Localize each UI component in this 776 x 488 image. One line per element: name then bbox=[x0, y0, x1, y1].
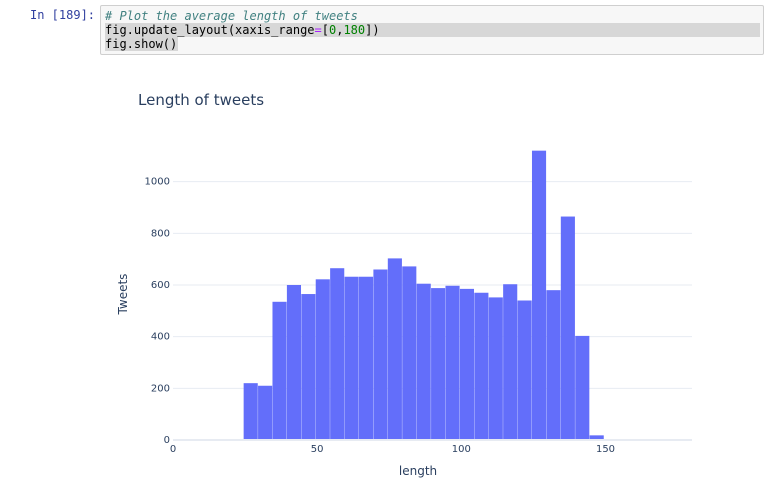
histogram-bar[interactable] bbox=[330, 268, 345, 440]
histogram-bar[interactable] bbox=[459, 288, 475, 440]
histogram-bar[interactable] bbox=[488, 297, 503, 440]
histogram-chart[interactable]: Length of tweets 0 200 400 600 800 1000 0 50 10… bbox=[100, 80, 720, 485]
code-line-update-layout: fig.update_layout(xaxis_range=[0,180]) bbox=[105, 23, 760, 37]
x-axis-title: length bbox=[399, 464, 437, 478]
code-line-show: fig.show() bbox=[105, 37, 179, 51]
code-comment-line: # Plot the average length of tweets bbox=[105, 9, 358, 23]
y-tick-label: 1000 bbox=[145, 177, 170, 188]
histogram-bar[interactable] bbox=[445, 285, 460, 440]
chart-title: Length of tweets bbox=[138, 91, 264, 109]
code-comma: , bbox=[336, 23, 344, 37]
histogram-bar[interactable] bbox=[402, 266, 417, 440]
y-tick-labels: 0 200 400 600 800 1000 bbox=[145, 177, 170, 446]
y-tick-label: 200 bbox=[151, 383, 170, 394]
code-bracket-close: ]) bbox=[365, 23, 380, 37]
histogram-bar[interactable] bbox=[474, 292, 489, 440]
y-tick-label: 0 bbox=[164, 435, 170, 446]
code-number-min: 0 bbox=[328, 23, 337, 37]
histogram-bar[interactable] bbox=[258, 385, 273, 440]
x-tick-label: 100 bbox=[452, 444, 471, 455]
histogram-bar[interactable] bbox=[416, 283, 431, 440]
histogram-bar[interactable] bbox=[373, 269, 388, 441]
code-operator: = bbox=[314, 23, 322, 37]
histogram-bar[interactable] bbox=[344, 276, 359, 440]
histogram-bar[interactable] bbox=[531, 150, 547, 440]
histogram-bar[interactable] bbox=[560, 216, 575, 440]
x-tick-label: 150 bbox=[596, 444, 615, 455]
x-tick-label: 0 bbox=[170, 444, 176, 455]
code-number-max: 180 bbox=[343, 23, 366, 37]
histogram-bar[interactable] bbox=[546, 290, 561, 440]
code-call: fig.update_layout(xaxis_range bbox=[105, 23, 315, 37]
histogram-bar[interactable] bbox=[243, 383, 258, 440]
histogram-bar[interactable] bbox=[315, 279, 330, 440]
code-cell[interactable]: # Plot the average length of tweets fig.… bbox=[100, 5, 764, 55]
cell-prompt: In [189]: bbox=[30, 8, 96, 22]
histogram-bar[interactable] bbox=[387, 258, 402, 440]
x-tick-labels: 0 50 100 150 bbox=[170, 444, 615, 455]
histogram-bar[interactable] bbox=[431, 288, 446, 440]
bars bbox=[243, 150, 619, 441]
histogram-bar[interactable] bbox=[589, 435, 604, 440]
code-comment: # Plot the average length of tweets bbox=[105, 9, 358, 23]
histogram-bar[interactable] bbox=[358, 276, 374, 440]
histogram-bar[interactable] bbox=[301, 294, 316, 440]
code-bracket-open: [ bbox=[321, 23, 329, 37]
histogram-bar[interactable] bbox=[286, 285, 302, 440]
y-tick-label: 800 bbox=[151, 228, 170, 239]
y-tick-label: 400 bbox=[151, 332, 170, 343]
histogram-bar[interactable] bbox=[503, 284, 518, 440]
y-tick-label: 600 bbox=[151, 280, 170, 291]
y-axis-title: Tweets bbox=[116, 274, 130, 316]
histogram-bar[interactable] bbox=[272, 301, 287, 440]
histogram-bar[interactable] bbox=[575, 335, 590, 440]
histogram-bar[interactable] bbox=[517, 300, 532, 441]
x-tick-label: 50 bbox=[311, 444, 324, 455]
